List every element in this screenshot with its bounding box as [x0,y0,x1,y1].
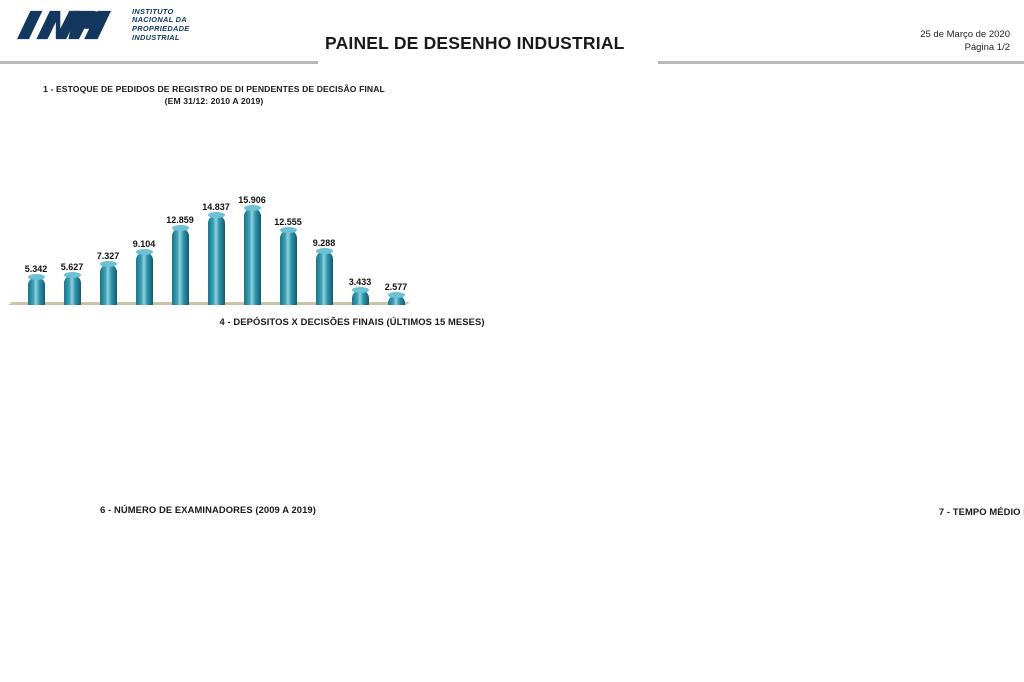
chart1-column: 7.327 [93,190,123,312]
chart1-value-label: 14.837 [202,202,230,212]
chart1-value-label: 5.627 [60,262,84,272]
header-meta: 25 de Março de 2020 Página 1/2 [920,28,1010,54]
chart1-column: 12.859 [165,190,195,312]
chart1-value-label: 7.327 [96,251,120,261]
panel6-title: 6 - NÚMERO DE EXAMINADORES (2009 A 2019) [100,504,316,515]
chart1-column: 2.577 [381,190,411,312]
chart1-value-label: 15.906 [238,195,266,205]
chart1-bar [135,249,153,312]
report-date: 25 de Março de 2020 [920,29,1010,40]
logo-line-1: INSTITUTO [132,6,174,16]
chart1-value-label: 9.104 [132,239,156,249]
panel-tempo-medio: 7 - TEMPO MÉDIO DE EXAME DE PEDIDOS DE R… [414,495,1024,682]
panel1-title-line2: (EM 31/12: 2010 A 2019) [164,95,264,106]
header-rule-right [658,61,1024,64]
logo-line-2: NACIONAL DA [132,15,187,25]
panel-depositos-decisoes: 4 - DEPÓSITOS X DECISÕES FINAIS (ÚLTIMOS… [0,305,700,682]
chart1-value-label: 2.577 [384,282,408,292]
chart1-column: 9.288 [309,190,339,312]
chart1-value-label: 12.859 [166,215,194,225]
page-number: Página 1/2 [964,42,1010,53]
inpi-logo: INSTITUTO NACIONAL DA PROPRIEDADE INDUST… [14,6,190,44]
chart1-bar [99,261,117,312]
inpi-logo-mark [16,10,112,40]
page-header: INSTITUTO NACIONAL DA PROPRIEDADE INDUST… [0,0,1024,66]
panel-estoque-pendentes: 1 - ESTOQUE DE PEDIDOS DE REGISTRO DE DI… [0,70,430,370]
chart1-column: 3.433 [345,190,375,312]
chart1-bar [207,212,225,312]
chart1-value-label: 5.342 [24,264,48,274]
page-title: PAINEL DE DESENHO INDUSTRIAL [325,33,625,53]
chart1-value-label: 9.288 [312,238,336,248]
chart1-bar [279,227,297,312]
chart1-column: 15.906 [237,190,267,312]
panel4-title: 4 - DEPÓSITOS X DECISÕES FINAIS (ÚLTIMOS… [219,316,485,327]
panel1-title-line1: 1 - ESTOQUE DE PEDIDOS DE REGISTRO DE DI… [43,84,385,94]
panel1-title: 1 - ESTOQUE DE PEDIDOS DE REGISTRO DE DI… [14,84,414,107]
chart1-bar [315,248,333,312]
panel-processometro: 3 - PROCESSÔMETRO DE DI (JANEIRO A FEVER… [700,70,1024,305]
inpi-logo-text: INSTITUTO NACIONAL DA PROPRIEDADE INDUST… [132,6,190,42]
panel-examinadores: 6 - NÚMERO DE EXAMINADORES (2009 A 2019)… [0,495,414,682]
chart1-bar [171,225,189,312]
panel-decisoes-pie: 5 - DECISÕES FINAIS (JANEIRO A FEVEREIRO… [700,305,1024,495]
chart1-column: 14.837 [201,190,231,312]
chart1-value-label: 3.433 [348,277,372,287]
chart1-bar [63,272,81,312]
logo-line-4: INDUSTRIAL [132,32,180,42]
chart1-column: 9.104 [129,190,159,312]
chart1-bar [243,205,261,312]
chart1-columns: 5.342 5.627 7.327 9.104 12.859 14.837 15.906 12… [18,190,414,312]
logo-line-3: PROPRIEDADE [132,24,190,33]
chart1-value-label: 12.555 [274,217,302,227]
header-rule-left [0,61,318,64]
panel-estoque-fases: 2 - ESTOQUE DE PEDIDOS DE REGISTRO DE DI… [430,70,1024,376]
chart1-column: 5.627 [57,190,87,312]
chart1-column: 12.555 [273,190,303,312]
panel7-title: 7 - TEMPO MÉDIO DE EXAME DE PEDIDOS DE R… [938,506,1024,517]
chart1-bar [27,274,45,312]
chart1-column: 5.342 [21,190,51,312]
